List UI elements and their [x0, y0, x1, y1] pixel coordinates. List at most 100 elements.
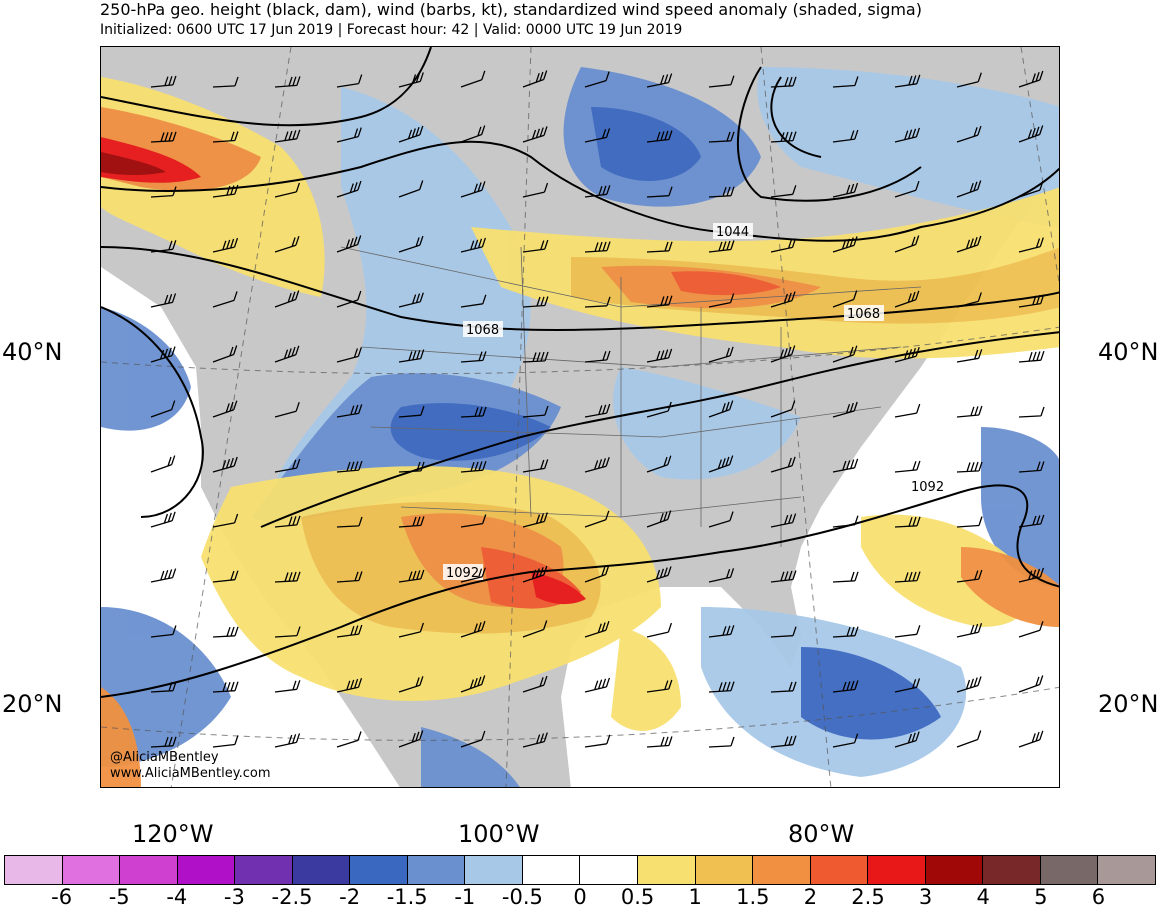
wind-barb-7 [584, 71, 610, 88]
wind-barb-74 [1018, 294, 1045, 308]
colorbar-label-2: -4 [166, 885, 188, 909]
colorbar-label-16: 4 [976, 885, 990, 909]
wind-barb-5 [460, 70, 486, 88]
wind-barb-191 [832, 733, 859, 748]
wind-barb-62 [274, 290, 300, 308]
wind-barb-127 [584, 510, 610, 528]
wind-barb-111 [522, 459, 549, 473]
colorbar-labels: -6 -5 -4 -3 -2.5 -2 -1.5 -1 -0.5 0 0.5 1 1.5 2 2.5 3 4 5 6 [0, 885, 1160, 911]
wind-barb-103 [956, 405, 983, 418]
wind-barb-40 [770, 185, 797, 198]
colorbar-label-0: -6 [51, 885, 73, 909]
colorbar-swatch-1 [62, 856, 121, 884]
colorbar-swatch-17 [983, 856, 1041, 884]
wind-barb-80 [460, 351, 487, 363]
wind-barb-92 [274, 401, 300, 418]
wind-barb-110 [460, 460, 487, 473]
wind-barb-114 [708, 455, 734, 473]
wind-barb-43 [956, 180, 982, 198]
wind-barb-153 [336, 624, 363, 638]
wind-barb-151 [212, 626, 239, 638]
wind-barb-46 [212, 237, 239, 253]
colorbar-label-8: -0.5 [501, 885, 543, 909]
lat-label-40n-right: 40°N [1098, 338, 1159, 366]
wind-barb-155 [460, 620, 486, 638]
wind-barb-180 [150, 736, 177, 748]
wind-barb-117 [894, 460, 921, 473]
height-contours [101, 47, 1059, 698]
wind-barb-6 [522, 70, 548, 88]
wind-barb-138 [336, 571, 363, 583]
wind-barb-124 [398, 516, 425, 528]
wind-barb-172 [584, 677, 611, 693]
wind-barb-162 [894, 625, 921, 638]
wind-barb-86 [832, 345, 858, 363]
colorbar-label-14: 2.5 [851, 885, 885, 909]
colorbar [4, 855, 1156, 885]
wind-barb-113 [646, 455, 672, 473]
wind-barb-10 [770, 76, 797, 88]
contour-label-1068a: 1068 [466, 323, 499, 338]
wind-barb-159 [708, 625, 735, 638]
wind-barb-24 [708, 131, 735, 143]
wind-barb-95 [460, 406, 487, 418]
colorbar-label-18: 6 [1091, 885, 1106, 909]
contour-label-1068b: 1068 [847, 307, 880, 322]
wind-barb-45 [150, 240, 177, 253]
wind-barb-90 [150, 400, 176, 418]
colorbar-swatch-2 [120, 856, 178, 884]
wind-barb-150 [150, 625, 177, 638]
colorbar-swatch-4 [235, 856, 293, 884]
colorbar-label-13: 2 [803, 885, 818, 909]
lat-label-40n-left: 40°N [2, 338, 63, 366]
wind-barb-166 [212, 681, 239, 693]
colorbar-label-4: -2.5 [271, 885, 313, 909]
colorbar-swatch-16 [925, 856, 984, 884]
credit-handle: @AliciaMBentley [110, 750, 219, 765]
wind-barb-21 [522, 126, 548, 143]
wind-barb-1 [212, 76, 239, 88]
wind-barb-189 [708, 736, 735, 748]
wind-barb-38 [646, 186, 673, 198]
wind-barb-175 [770, 681, 797, 693]
wind-barb-179 [1018, 675, 1044, 693]
wind-barb-96 [522, 405, 549, 418]
wind-barb-157 [584, 620, 610, 638]
credit-block: @AliciaMBentley www.AliciaMBentley.com [110, 750, 271, 782]
wind-barb-27 [894, 127, 921, 143]
wind-barb-59 [1018, 237, 1044, 253]
lat-label-20n-left: 20°N [2, 690, 63, 718]
wind-barb-115 [770, 456, 796, 473]
wind-barb-194 [1018, 730, 1044, 748]
wind-barb-176 [832, 680, 859, 693]
wind-barb-98 [646, 401, 672, 418]
wind-barb-116 [832, 458, 859, 473]
colorbar-swatch-7 [407, 856, 466, 884]
wind-barb-174 [708, 681, 735, 693]
wind-barb-188 [646, 736, 673, 748]
wind-barb-91 [212, 400, 238, 418]
wind-barb-73 [956, 292, 982, 308]
wind-barb-60 [150, 293, 177, 308]
wind-barb-88 [956, 349, 983, 363]
colorbar-label-11: 1 [688, 885, 702, 909]
wind-barb-184 [398, 730, 424, 748]
chart-subtitle: Initialized: 0600 UTC 17 Jun 2019 | Fore… [100, 22, 683, 38]
wind-barb-128 [646, 510, 672, 528]
wind-barb-16 [212, 131, 239, 143]
wind-barb-26 [832, 129, 859, 143]
wind-barb-52 [584, 241, 611, 253]
wind-barb-22 [584, 128, 611, 143]
wind-barb-13 [956, 72, 982, 88]
wind-barb-41 [832, 182, 859, 198]
wind-barb-139 [398, 569, 425, 583]
wind-barb-77 [274, 345, 300, 363]
wind-barb-140 [460, 567, 486, 583]
wind-barb-158 [646, 622, 673, 638]
wind-barb-181 [212, 735, 239, 748]
wind-barb-192 [894, 731, 920, 748]
wind-barb-187 [584, 734, 611, 748]
wind-barb-165 [150, 681, 177, 693]
wind-barb-163 [956, 622, 983, 638]
wind-barb-171 [522, 675, 548, 693]
